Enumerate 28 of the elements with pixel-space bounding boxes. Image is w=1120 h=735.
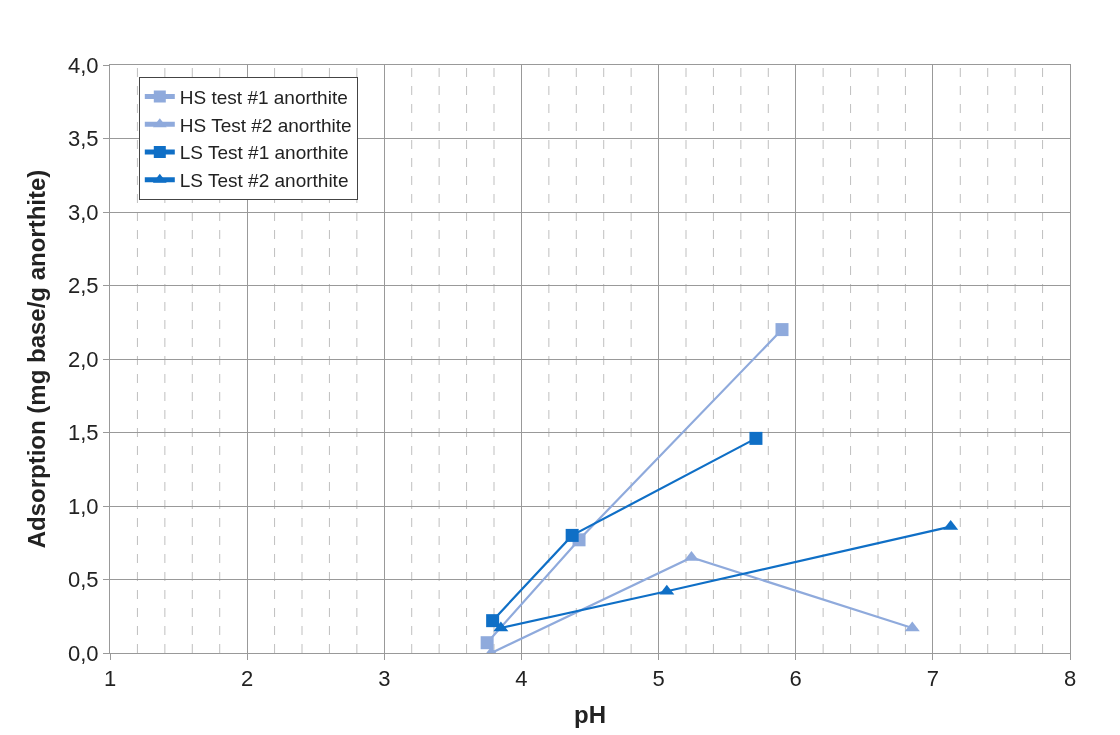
y-tick-label: 4,0 <box>68 52 99 78</box>
x-tick-label: 7 <box>926 666 939 692</box>
point <box>749 431 763 445</box>
point <box>565 528 579 542</box>
y-axis-title: Adsorption (mg base/g anorthite) <box>23 169 51 549</box>
x-tick-label: 6 <box>789 666 802 692</box>
x-tick-label: 2 <box>241 666 254 692</box>
x-tick-label: 5 <box>652 666 665 692</box>
x-tick-label: 3 <box>378 666 391 692</box>
y-tick-label: 0,5 <box>68 567 99 593</box>
y-tick-label: 3,0 <box>68 199 99 225</box>
point <box>486 614 500 628</box>
x-tick-label: 1 <box>103 666 117 692</box>
y-tick-label: 0,0 <box>68 640 99 666</box>
y-tick-label: 2,0 <box>68 346 99 372</box>
legend-label: LS Test #2 anorthite <box>179 170 349 192</box>
x-tick-label: 8 <box>1063 666 1077 692</box>
point <box>775 323 789 337</box>
y-tick-label: 3,5 <box>68 126 99 152</box>
x-axis-title: pH <box>574 700 606 728</box>
legend-label: HS Test #2 anorthite <box>179 114 352 136</box>
y-tick-label: 2,5 <box>68 273 99 299</box>
point <box>480 636 494 650</box>
y-tick-label: 1,0 <box>68 493 99 519</box>
legend-label: LS Test #1 anorthite <box>179 142 349 164</box>
legend-label: HS test #1 anorthite <box>179 87 348 109</box>
x-tick-label: 4 <box>515 666 528 692</box>
y-tick-label: 1,5 <box>68 420 99 446</box>
